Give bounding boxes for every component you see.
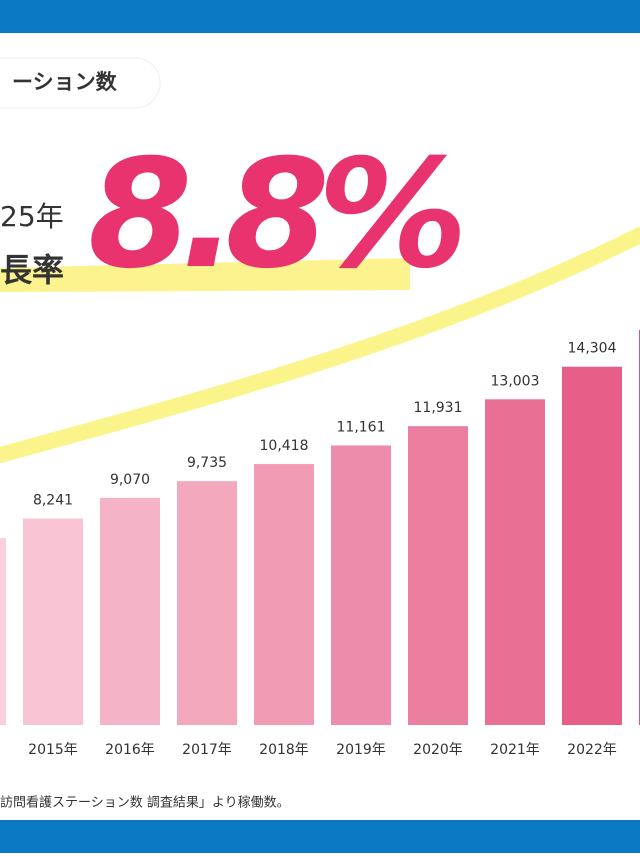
bar	[485, 399, 545, 725]
x-tick-label: 2015年	[28, 742, 78, 758]
bar	[254, 464, 314, 725]
x-tick-label: 2019年	[336, 742, 386, 758]
bar	[100, 497, 160, 725]
value-label: 9,735	[187, 455, 227, 471]
bar	[331, 445, 391, 725]
headline-prefix: 25年	[0, 200, 64, 233]
source-note: 訪問看護ステーション数 調査結果」より稼働数。	[0, 795, 290, 811]
highlight	[0, 258, 410, 292]
value-label: 11,931	[414, 400, 463, 416]
value-label: 9,070	[110, 472, 150, 488]
chart-title: ーション数	[12, 70, 118, 94]
value-label: 14,304	[568, 341, 617, 357]
bottom-band	[0, 820, 640, 853]
x-tick-label: 2017年	[182, 742, 232, 758]
value-label: 8,241	[33, 493, 73, 509]
headline-value: 8.8%	[88, 128, 461, 302]
value-label: 13,003	[491, 373, 540, 389]
bar	[0, 538, 6, 725]
bar	[408, 426, 468, 725]
bar	[562, 366, 622, 725]
x-tick-label: 2021年	[490, 742, 540, 758]
headline-label: 長率	[0, 251, 64, 289]
x-tick-label: 2016年	[105, 742, 155, 758]
title-pill	[0, 57, 161, 109]
bar	[177, 481, 237, 725]
x-tick-label: 2022年	[567, 742, 617, 758]
trend-curve	[0, 227, 640, 463]
value-label: 10,418	[260, 438, 309, 454]
bar	[23, 518, 83, 725]
x-tick-label: 2020年	[413, 742, 463, 758]
value-label: 11,161	[337, 419, 386, 435]
top-band	[0, 0, 640, 33]
x-tick-label: 2018年	[259, 742, 309, 758]
